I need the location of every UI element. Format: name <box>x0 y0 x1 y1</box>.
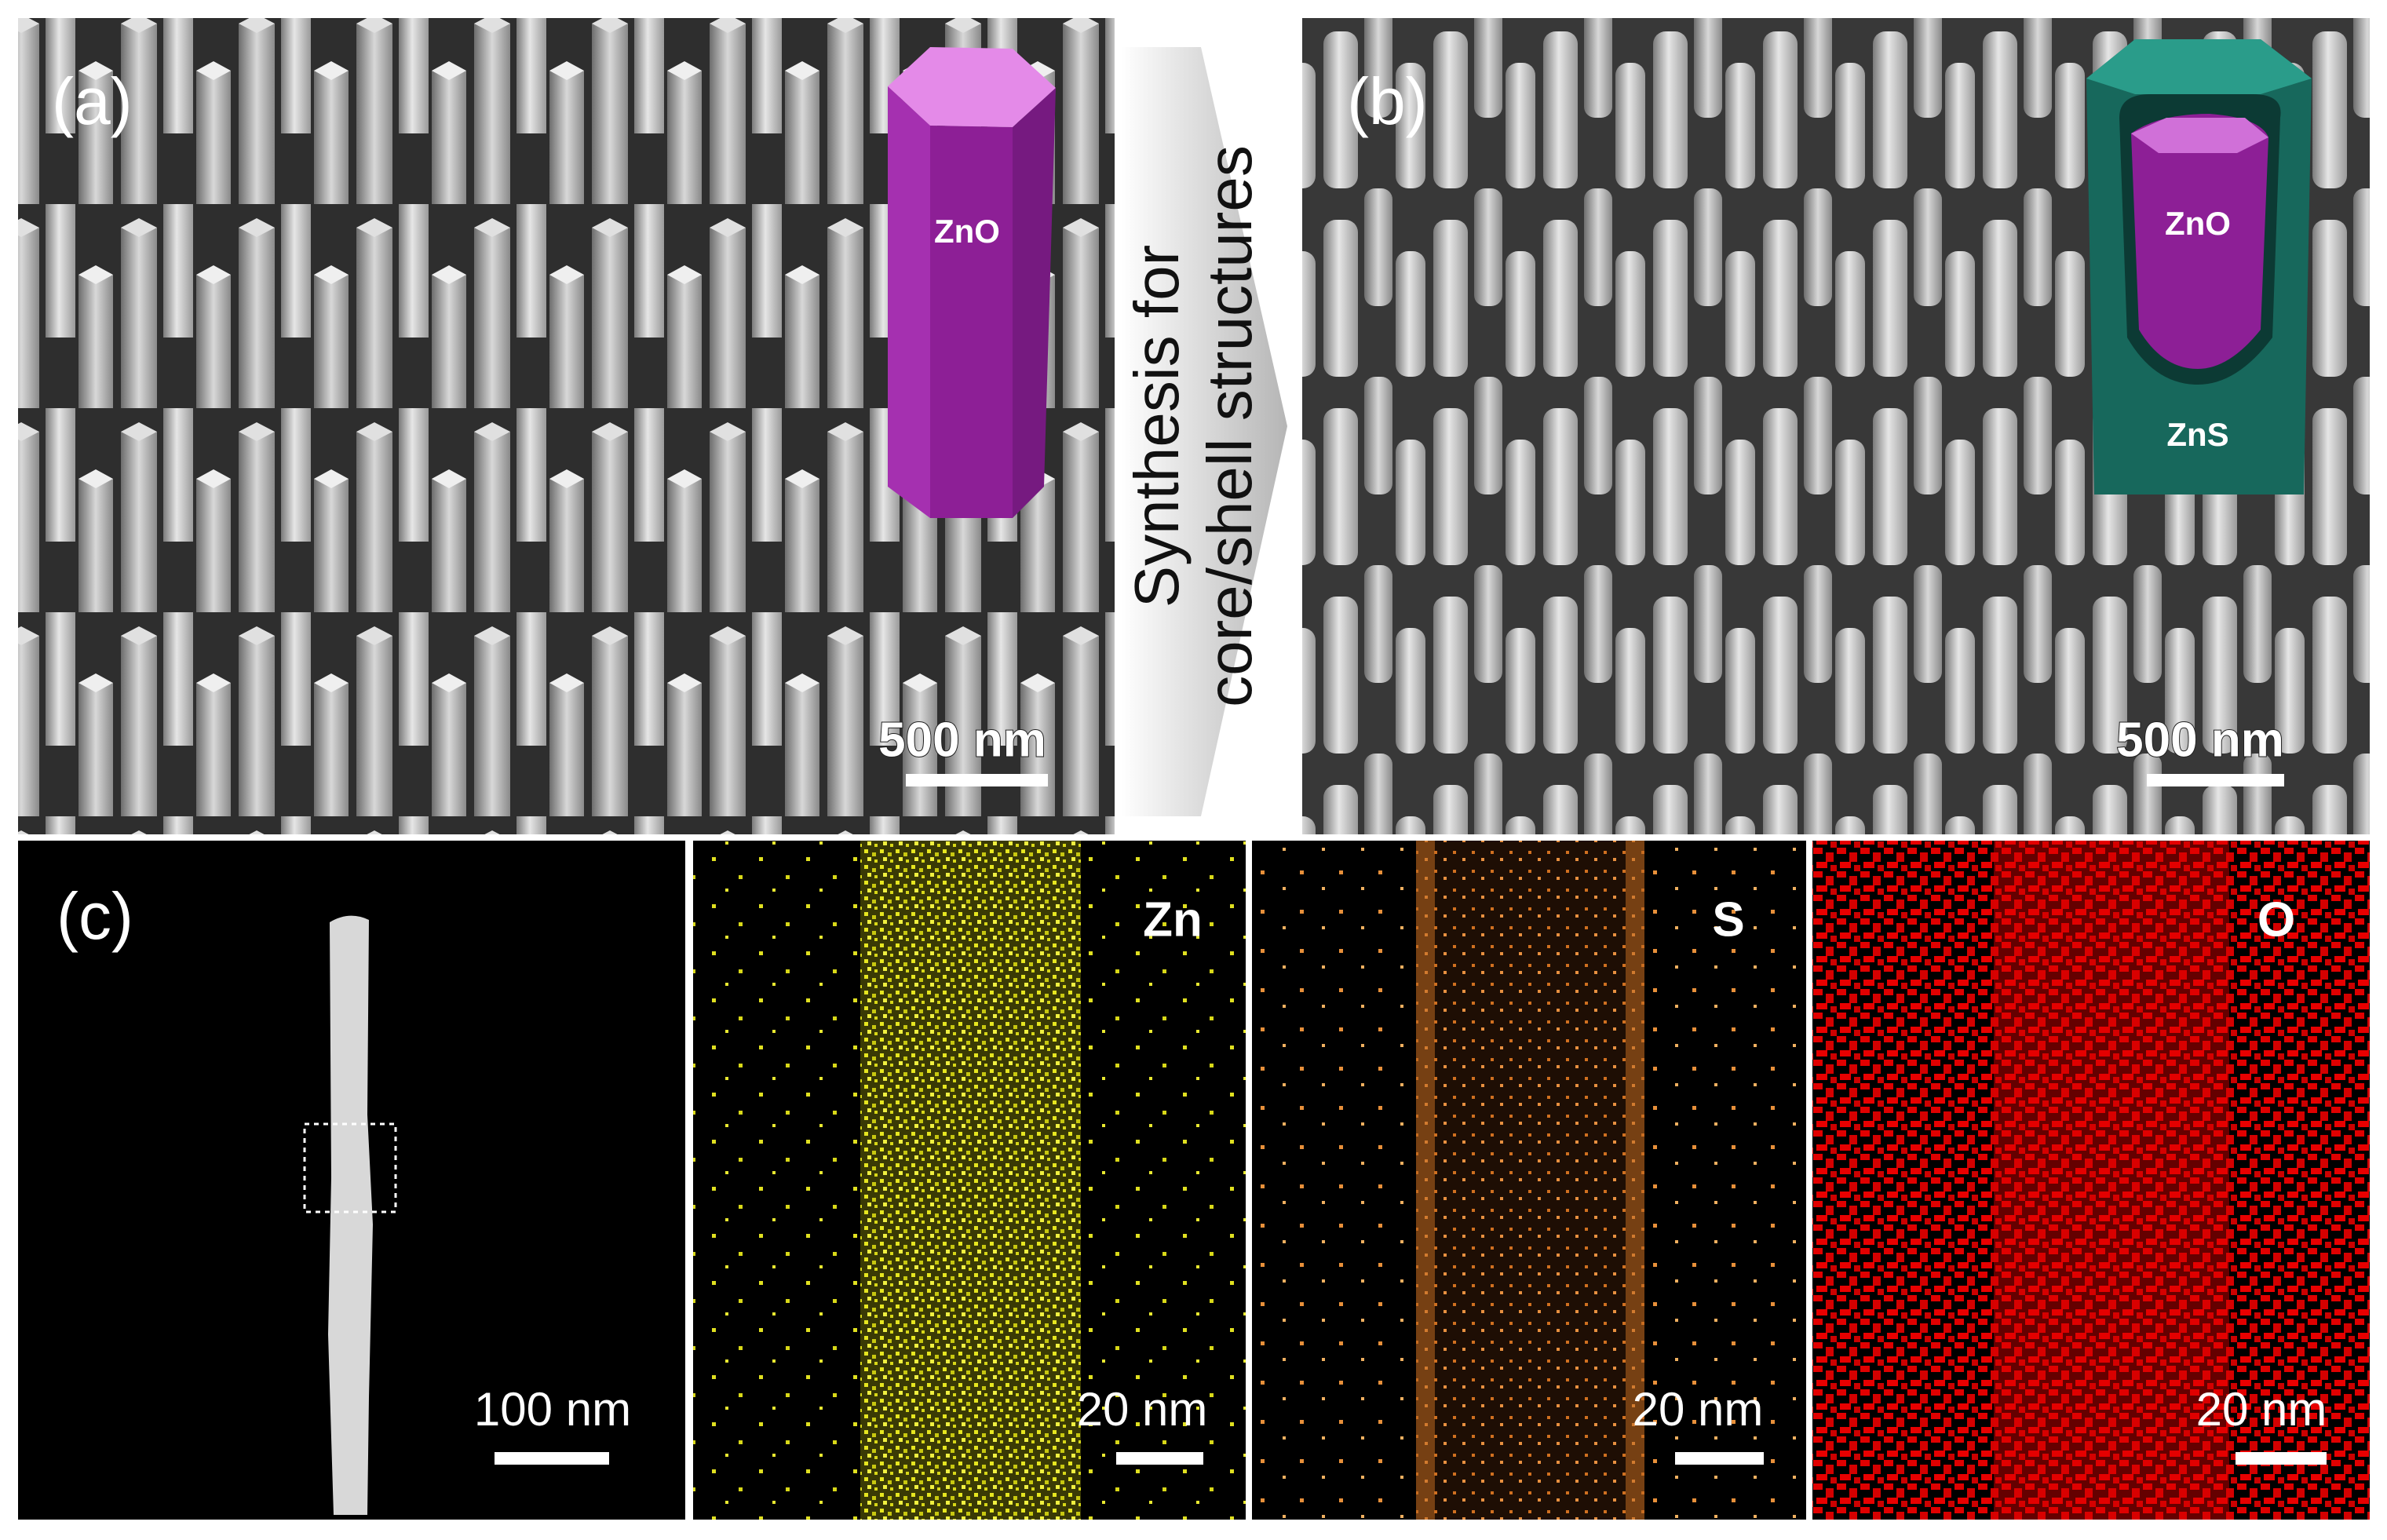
nanowire <box>328 915 373 1515</box>
s-map-edge <box>1626 841 1644 1520</box>
scale-bar-label: 100 nm <box>474 1383 631 1436</box>
selection-box <box>303 1122 397 1213</box>
scale-bar <box>1675 1452 1764 1465</box>
scale-bar <box>495 1452 609 1465</box>
s-map-wire <box>1416 841 1644 1520</box>
scale-bar <box>906 774 1048 786</box>
element-label: Zn <box>1143 892 1203 947</box>
s-map-edge <box>1416 841 1435 1520</box>
core-shell-inset <box>2086 39 2312 494</box>
arrow-text: Synthesis for <box>1122 245 1192 608</box>
scale-bar-label: 500 nm <box>878 713 1046 767</box>
scale-bar-label: 500 nm <box>2116 713 2284 767</box>
o-map-wire <box>1994 841 2229 1520</box>
scale-bar-label: 20 nm <box>1633 1383 1764 1436</box>
scale-bar-label: 20 nm <box>2196 1383 2327 1436</box>
panel-label: (b) <box>1347 64 1428 138</box>
core-label: ZnO <box>2165 205 2231 242</box>
shell-label: ZnS <box>2166 416 2228 453</box>
element-label: S <box>1712 892 1744 947</box>
scale-bar <box>2236 1452 2327 1465</box>
panel-label: (c) <box>57 879 133 953</box>
scale-bar <box>1116 1452 1203 1465</box>
arrow <box>1121 47 1287 816</box>
scale-bar-label: 20 nm <box>1077 1383 1208 1436</box>
arrow-text: core/shell structures <box>1195 145 1265 707</box>
element-label: O <box>2257 892 2295 947</box>
zno-rod-inset <box>888 47 1056 518</box>
scale-bar <box>2147 774 2284 786</box>
o-map <box>1812 841 2370 1520</box>
inset-label: ZnO <box>934 213 1000 250</box>
zn-map-wire <box>860 841 1081 1520</box>
panel-label: (a) <box>52 64 133 138</box>
